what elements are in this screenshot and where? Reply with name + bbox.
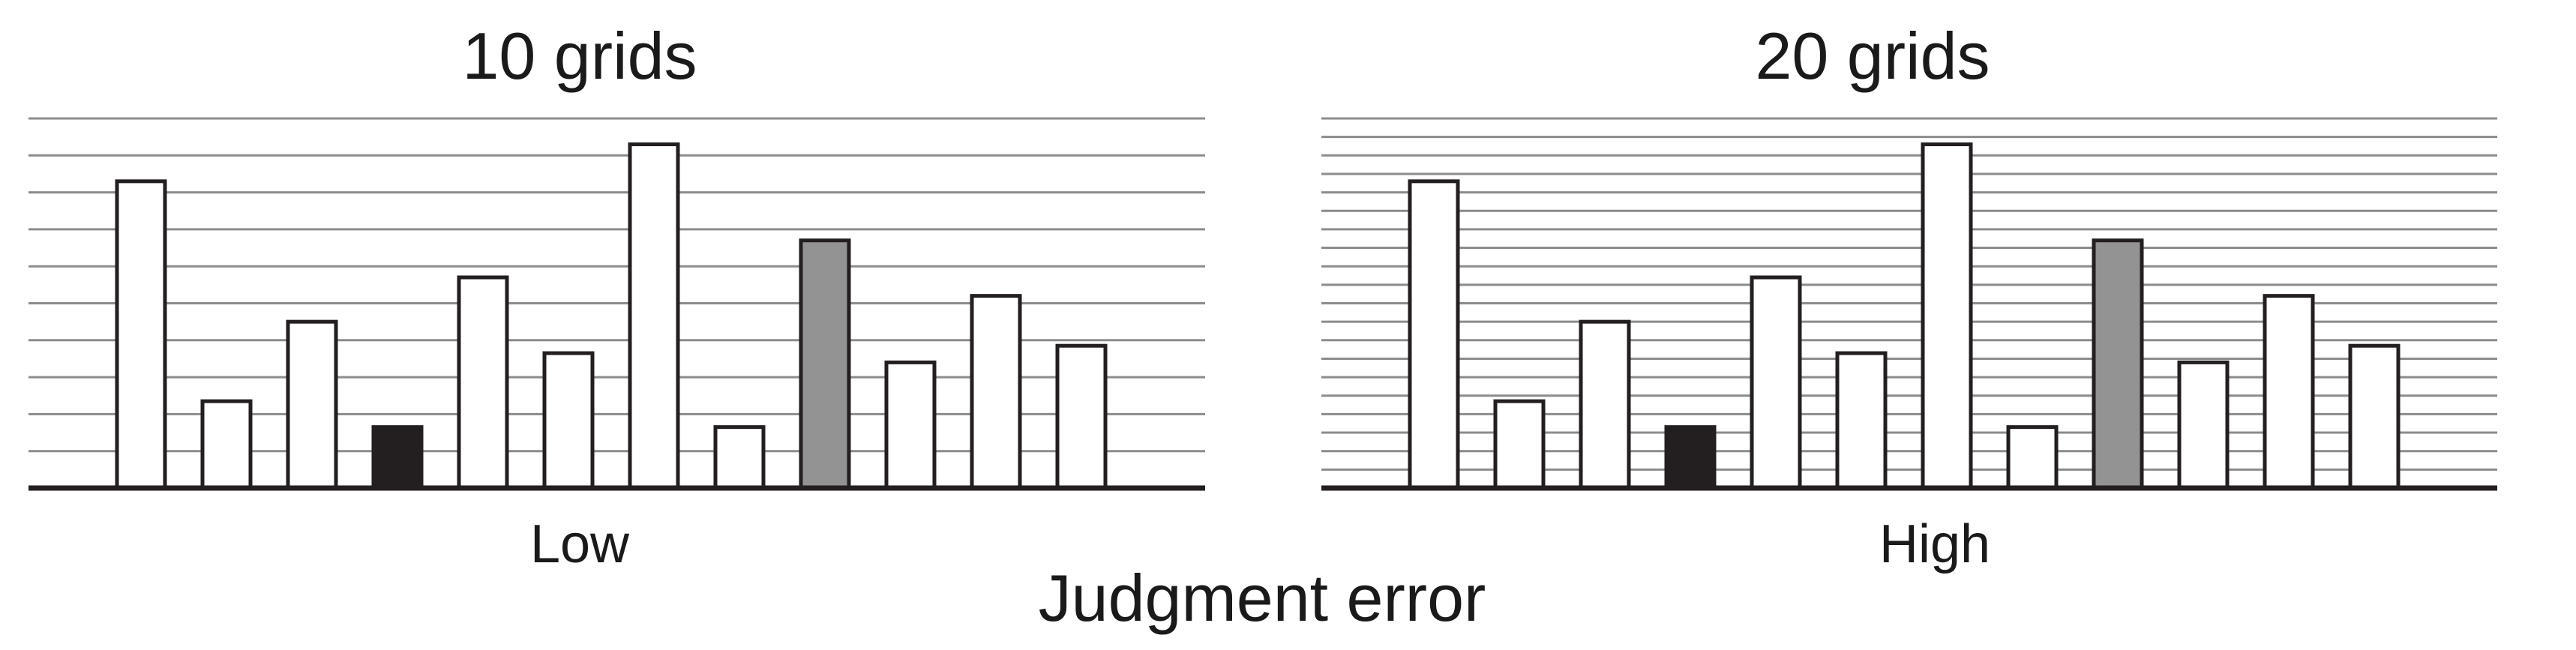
bars [1408, 142, 2401, 490]
bar-3 [1579, 319, 1631, 490]
x-axis-label: Judgment error [1039, 561, 1486, 635]
bar-8 [713, 425, 766, 490]
bar-9 [799, 238, 851, 490]
bar-3 [286, 319, 338, 490]
bar-6 [542, 351, 595, 490]
bar-2 [200, 399, 253, 490]
bar-4 [371, 425, 424, 490]
bar-12 [2348, 343, 2401, 490]
chart-title: 20 grids [1755, 19, 1990, 93]
bar-1 [115, 179, 167, 490]
bar-2 [1493, 399, 1546, 490]
bar-10 [2177, 360, 2230, 490]
bar-8 [2006, 425, 2059, 490]
bar-4 [1664, 425, 1717, 490]
bar-10 [884, 360, 937, 490]
bar-11 [2263, 294, 2315, 490]
chart-title: 10 grids [462, 19, 697, 93]
bars [115, 142, 1108, 490]
bar-5 [1750, 275, 1802, 490]
bar-5 [457, 275, 509, 490]
bar-12 [1055, 343, 1108, 490]
bar-6 [1835, 351, 1888, 490]
bar-7 [1921, 142, 1973, 490]
bar-1 [1408, 179, 1460, 490]
category-label: Low [530, 514, 630, 574]
chart-panel-10-grids: 10 grids Low [28, 19, 1205, 574]
category-label: High [1879, 514, 1990, 574]
bar-11 [970, 294, 1022, 490]
bar-9 [2092, 238, 2144, 490]
bar-7 [628, 142, 680, 490]
chart-panel-20-grids: 20 grids High [1321, 19, 2497, 574]
